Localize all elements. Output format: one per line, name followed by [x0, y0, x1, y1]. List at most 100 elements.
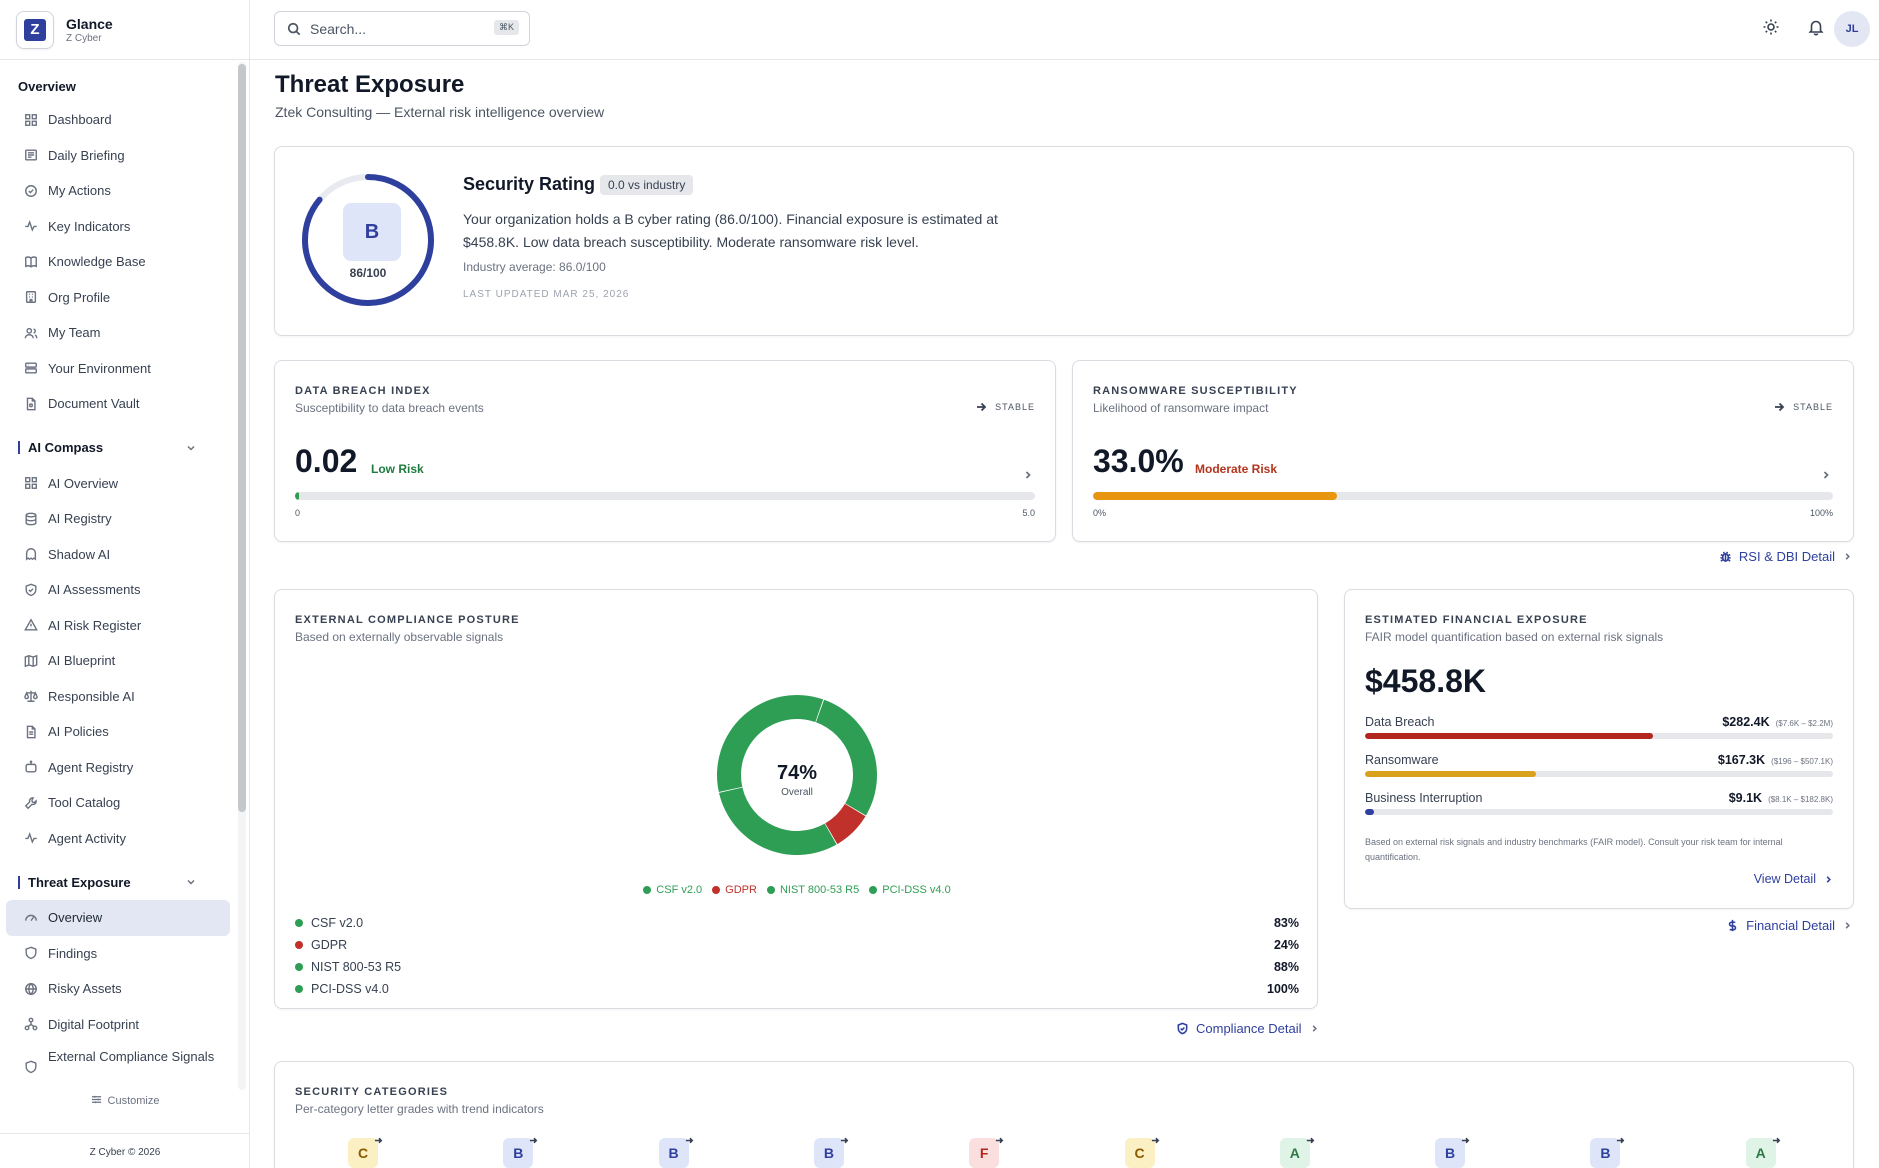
chevron-right-icon[interactable] [1821, 467, 1831, 479]
financial-row-amount: $9.1K [1728, 791, 1763, 805]
server-icon [25, 362, 37, 374]
theme-toggle-button[interactable] [1762, 18, 1784, 40]
shield-check-icon [25, 583, 37, 597]
arrow-right-icon [1775, 402, 1785, 412]
category-grade[interactable]: B [658, 1138, 689, 1168]
sidebar-item-dashboard[interactable]: Dashboard [6, 102, 230, 138]
framework-row: PCI-DSS v4.0 100% [295, 978, 1299, 1000]
category-grade[interactable]: A [1745, 1138, 1776, 1168]
sidebar-item-ai-registry[interactable]: AI Registry [6, 501, 230, 537]
donut-segment-gdpr[interactable] [825, 803, 866, 845]
sidebar-item-ai-overview[interactable]: AI Overview [6, 466, 230, 502]
sidebar-item-label: Findings [48, 945, 98, 961]
sidebar-item-tool-catalog[interactable]: Tool Catalog [6, 785, 230, 821]
sidebar-item-label: AI Blueprint [48, 653, 116, 669]
sidebar-item-my-actions[interactable]: My Actions [6, 173, 230, 209]
grid-icon [25, 477, 37, 490]
financial-detail-link[interactable]: Financial Detail [1726, 918, 1852, 933]
donut-segment-pci-dss-v4-0[interactable] [717, 695, 824, 792]
link-label: Financial Detail [1746, 918, 1835, 933]
arrow-right-icon [1616, 1132, 1625, 1144]
sidebar-item-agent-activity[interactable]: Agent Activity [6, 821, 230, 857]
category-grade[interactable]: C [1124, 1138, 1155, 1168]
financial-row-track [1365, 733, 1833, 739]
financial-row-label: Business Interruption [1365, 791, 1483, 805]
sidebar-item-threat-external-compliance-signals[interactable]: External Compliance Signals [6, 1042, 230, 1086]
sidebar-item-threat-digital-footprint[interactable]: Digital Footprint [6, 1007, 230, 1043]
notifications-button[interactable] [1807, 18, 1829, 40]
card-label: RANSOMWARE SUSCEPTIBILITY [1093, 385, 1298, 397]
donut-segment-csf-v2-0[interactable] [815, 699, 877, 816]
category-grade[interactable]: B [1590, 1138, 1621, 1168]
sidebar-item-my-team[interactable]: My Team [6, 315, 230, 351]
sidebar-scrollbar[interactable] [238, 62, 246, 1090]
sidebar-item-key-indicators[interactable]: Key Indicators [6, 209, 230, 245]
nav-section-overview: Overview [18, 79, 76, 94]
card-label: DATA BREACH INDEX [295, 385, 431, 397]
grid-icon [25, 113, 37, 126]
sun-icon [1763, 19, 1779, 35]
sidebar-item-document-vault[interactable]: Document Vault [6, 386, 230, 422]
sidebar-item-knowledge-base[interactable]: Knowledge Base [6, 244, 230, 280]
sidebar-item-ai-policies[interactable]: AI Policies [6, 714, 230, 750]
financial-exposure-card: ESTIMATED FINANCIAL EXPOSURE FAIR model … [1344, 589, 1854, 909]
users-icon [24, 327, 38, 339]
sidebar-item-your-environment[interactable]: Your Environment [6, 351, 230, 387]
category-grade[interactable]: B [503, 1138, 534, 1168]
category-grade[interactable]: B [1435, 1138, 1466, 1168]
category-grade[interactable]: C [348, 1138, 378, 1168]
sidebar-item-threat-risky-assets[interactable]: Risky Assets [6, 971, 230, 1007]
chevron-down-icon [187, 445, 195, 451]
sidebar-item-daily-briefing[interactable]: Daily Briefing [6, 138, 230, 174]
ransomware-susceptibility-card[interactable]: RANSOMWARE SUSCEPTIBILITY Likelihood of … [1072, 360, 1854, 542]
rsi-dbi-detail-link[interactable]: RSI & DBI Detail [1719, 549, 1852, 564]
sidebar-item-label: Overview [48, 910, 103, 926]
search-placeholder: Search... [310, 20, 367, 37]
nav-group-threat-exposure[interactable]: Threat Exposure [0, 864, 236, 900]
file-text-icon [26, 725, 36, 739]
financial-row-fill [1365, 771, 1536, 777]
donut-segment-nist-800-53-r5[interactable] [719, 787, 837, 855]
trend-indicator: STABLE [1773, 401, 1833, 413]
brand-logo-mark: Z [24, 18, 46, 41]
framework-percentage: 24% [1273, 938, 1299, 952]
category-grade[interactable]: F [969, 1138, 1000, 1168]
sidebar-item-threat-overview[interactable]: Overview [6, 900, 230, 936]
sidebar-item-org-profile[interactable]: Org Profile [6, 280, 230, 316]
card-description: Based on externally observable signals [295, 630, 504, 644]
copyright: Z Cyber © 2026 [0, 1133, 250, 1168]
view-detail-link[interactable]: View Detail [1754, 872, 1833, 886]
sidebar-item-label: Responsible AI [48, 688, 135, 704]
compliance-detail-link[interactable]: Compliance Detail [1176, 1021, 1319, 1036]
sidebar-item-agent-registry[interactable]: Agent Registry [6, 750, 230, 786]
rating-title: Security Rating [463, 174, 596, 194]
chevron-right-icon[interactable] [1023, 467, 1033, 479]
sidebar-item-threat-findings[interactable]: Findings [6, 936, 230, 972]
alert-triangle-icon [24, 618, 38, 631]
category-grade[interactable]: B [813, 1138, 844, 1168]
trend-label: STABLE [1793, 402, 1833, 412]
sidebar-item-shadow-ai[interactable]: Shadow AI [6, 537, 230, 573]
data-breach-index-card[interactable]: DATA BREACH INDEX Susceptibility to data… [274, 360, 1056, 542]
sidebar-item-responsible-ai[interactable]: Responsible AI [6, 679, 230, 715]
wrench-icon [24, 796, 37, 809]
customize-button[interactable]: Customize [0, 1094, 250, 1107]
nav-group-ai-compass[interactable]: AI Compass [0, 430, 236, 466]
sidebar-scrollbar-thumb[interactable] [238, 64, 246, 812]
brand[interactable]: Z Glance Z Cyber [0, 0, 249, 60]
link-label: View Detail [1753, 872, 1816, 886]
search-input[interactable]: Search... ⌘K [274, 11, 530, 46]
link-label: RSI & DBI Detail [1738, 549, 1835, 564]
sidebar-item-ai-assessments[interactable]: AI Assessments [6, 572, 230, 608]
compliance-posture-card: EXTERNAL COMPLIANCE POSTURE Based on ext… [274, 589, 1318, 1009]
sidebar-item-ai-risk-register[interactable]: AI Risk Register [6, 608, 230, 644]
financial-total: $458.8K [1365, 663, 1486, 699]
legend-item: PCI-DSS v4.0 [869, 884, 951, 896]
user-avatar[interactable]: JL [1834, 11, 1870, 47]
sidebar-item-ai-blueprint[interactable]: AI Blueprint [6, 643, 230, 679]
category-grade[interactable]: A [1279, 1138, 1310, 1168]
financial-row: Business Interruption $9.1K ($8.1K – $182.… [1365, 791, 1833, 815]
sidebar-item-label: Agent Registry [48, 759, 134, 775]
trend-indicator: STABLE [975, 401, 1035, 413]
arrow-right-icon [374, 1132, 383, 1144]
